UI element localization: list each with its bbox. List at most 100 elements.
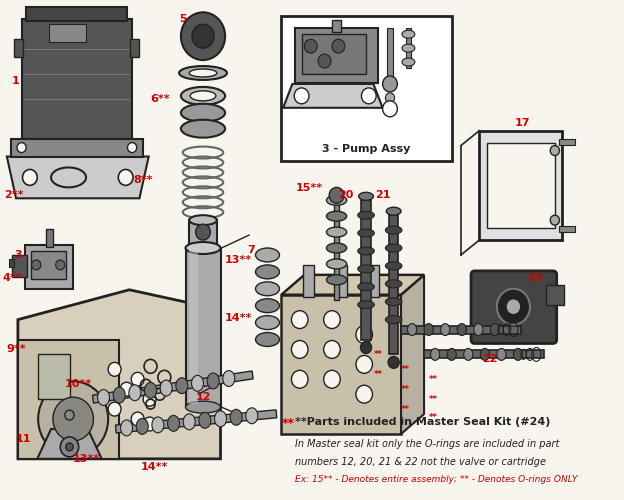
Text: **: **	[282, 417, 295, 430]
Ellipse shape	[181, 87, 225, 105]
Circle shape	[361, 342, 371, 353]
Bar	[9, 259, 14, 267]
Polygon shape	[7, 156, 149, 198]
Circle shape	[356, 326, 373, 344]
Polygon shape	[283, 84, 383, 108]
Ellipse shape	[359, 192, 373, 200]
Text: 7: 7	[247, 245, 255, 255]
Text: **: **	[401, 365, 410, 374]
Ellipse shape	[514, 348, 523, 360]
Ellipse shape	[402, 44, 415, 52]
Text: 3 - Pump Assy: 3 - Pump Assy	[322, 144, 410, 154]
Circle shape	[66, 443, 73, 451]
Ellipse shape	[447, 348, 456, 360]
Circle shape	[56, 260, 65, 270]
Bar	[189, 250, 198, 404]
Ellipse shape	[129, 385, 141, 400]
Text: **Parts included in Master Seal Kit (#24): **Parts included in Master Seal Kit (#24…	[295, 417, 550, 427]
Bar	[401, 326, 521, 334]
Circle shape	[192, 24, 214, 48]
Ellipse shape	[386, 207, 401, 215]
Text: **: **	[429, 394, 438, 404]
Text: 11: 11	[16, 434, 31, 444]
Ellipse shape	[215, 411, 227, 427]
Circle shape	[108, 402, 121, 416]
Circle shape	[119, 170, 133, 186]
Ellipse shape	[181, 104, 225, 122]
Ellipse shape	[431, 348, 440, 360]
Ellipse shape	[190, 91, 216, 101]
Bar	[424, 350, 544, 358]
Ellipse shape	[145, 382, 157, 398]
Bar	[11, 138, 143, 156]
Polygon shape	[281, 275, 424, 294]
Text: 17: 17	[515, 118, 530, 128]
Text: 15**: 15**	[295, 184, 323, 194]
Text: 2**: 2**	[4, 190, 24, 200]
Ellipse shape	[402, 58, 415, 66]
Ellipse shape	[255, 282, 280, 296]
Bar	[545, 285, 564, 304]
Ellipse shape	[386, 244, 402, 252]
Ellipse shape	[326, 227, 347, 237]
Text: 1: 1	[12, 76, 20, 86]
Ellipse shape	[490, 324, 500, 336]
Text: 13**: 13**	[72, 454, 100, 464]
Ellipse shape	[480, 348, 489, 360]
Text: 3: 3	[14, 250, 22, 260]
Text: 14**: 14**	[225, 312, 251, 322]
Circle shape	[550, 146, 560, 156]
Ellipse shape	[326, 275, 347, 285]
Circle shape	[324, 310, 340, 328]
Ellipse shape	[255, 316, 280, 330]
Ellipse shape	[181, 120, 225, 138]
Bar	[281, 16, 452, 161]
Ellipse shape	[255, 298, 280, 312]
Ellipse shape	[246, 408, 258, 424]
Text: 20: 20	[338, 190, 353, 200]
Ellipse shape	[199, 412, 211, 428]
Ellipse shape	[97, 390, 110, 406]
Bar	[14, 39, 24, 57]
Ellipse shape	[474, 324, 483, 336]
Bar	[49, 24, 86, 42]
Ellipse shape	[402, 30, 415, 38]
Ellipse shape	[160, 380, 172, 396]
Ellipse shape	[230, 410, 242, 425]
Ellipse shape	[358, 247, 374, 255]
Bar	[92, 371, 253, 403]
Bar	[189, 220, 217, 248]
Circle shape	[291, 310, 308, 328]
Circle shape	[497, 289, 530, 324]
FancyBboxPatch shape	[471, 271, 557, 344]
Bar	[479, 130, 562, 240]
Bar	[332, 20, 341, 32]
Ellipse shape	[386, 262, 402, 270]
Ellipse shape	[358, 211, 374, 219]
Bar	[65, 415, 74, 431]
Text: **: **	[374, 350, 383, 359]
Circle shape	[108, 362, 121, 376]
Circle shape	[318, 54, 331, 68]
Circle shape	[65, 410, 74, 420]
Bar	[18, 340, 119, 459]
Ellipse shape	[326, 243, 347, 253]
Text: Ex: 15** - Denotes entire assembly; ** - Denotes O-rings ONLY: Ex: 15** - Denotes entire assembly; ** -…	[295, 474, 577, 484]
Bar	[303, 265, 314, 296]
Ellipse shape	[464, 348, 473, 360]
Circle shape	[383, 76, 397, 92]
Ellipse shape	[255, 265, 280, 279]
Text: 14**: 14**	[140, 462, 168, 472]
Ellipse shape	[179, 66, 227, 80]
Ellipse shape	[386, 280, 402, 288]
Ellipse shape	[185, 401, 220, 413]
Ellipse shape	[457, 324, 466, 336]
Circle shape	[17, 142, 26, 152]
Bar	[336, 265, 347, 296]
Ellipse shape	[189, 215, 217, 225]
Text: 12: 12	[195, 392, 211, 402]
Text: 22: 22	[482, 354, 498, 364]
Polygon shape	[401, 275, 424, 434]
Text: numbers 12, 20, 21 & 22 not the valve or cartridge: numbers 12, 20, 21 & 22 not the valve or…	[295, 457, 546, 467]
Ellipse shape	[358, 265, 374, 273]
